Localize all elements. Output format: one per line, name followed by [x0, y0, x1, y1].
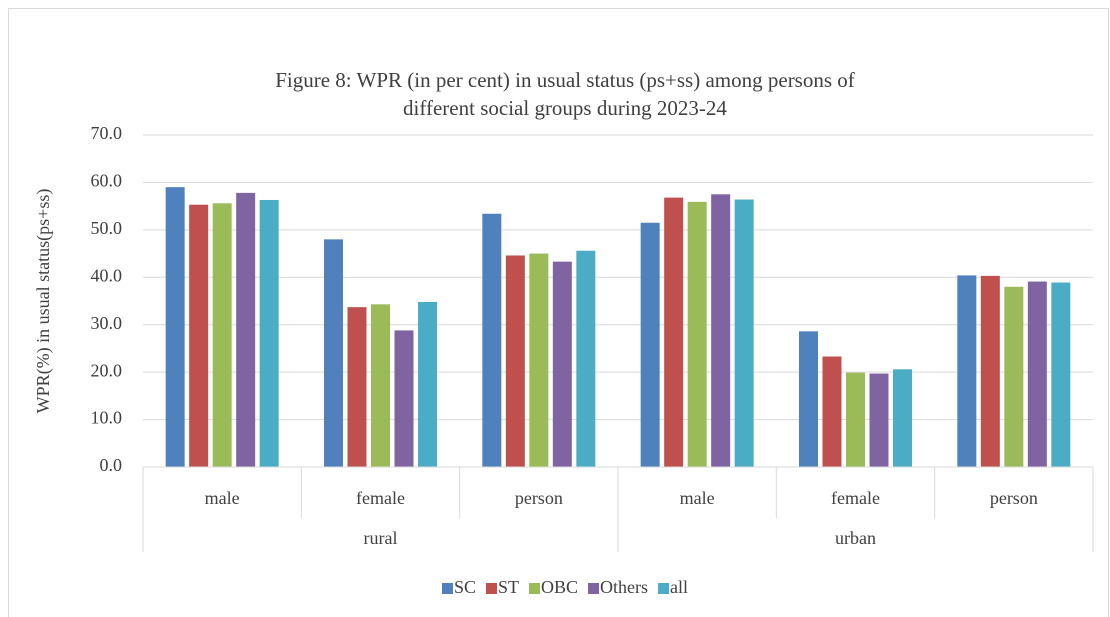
x-tick-label: male — [680, 488, 715, 508]
bar — [212, 203, 232, 467]
legend-label: OBC — [541, 577, 578, 597]
legend-swatch — [658, 583, 670, 594]
y-tick-label: 30.0 — [91, 313, 123, 333]
legend-label: ST — [498, 577, 519, 597]
bar — [869, 373, 889, 467]
legend-label: Others — [600, 577, 648, 597]
bar — [957, 275, 977, 467]
bar — [846, 372, 865, 467]
bar — [1004, 286, 1024, 467]
x-tick-label: person — [990, 488, 1038, 508]
bar — [822, 356, 842, 467]
legend-swatch — [486, 583, 497, 594]
bar — [640, 222, 660, 467]
bar — [236, 192, 256, 467]
legend-label: all — [670, 577, 688, 597]
bar — [687, 201, 707, 468]
bar — [505, 255, 525, 467]
bar — [980, 275, 1000, 467]
y-axis-title: WPR(%) in usual status(ps+ss) — [33, 189, 54, 414]
y-tick-label: 40.0 — [91, 265, 123, 285]
bar — [189, 204, 209, 467]
y-tick-label: 20.0 — [91, 360, 123, 380]
group-label: urban — [835, 528, 876, 548]
bar — [394, 330, 414, 467]
bar — [418, 301, 437, 467]
chart-title: different social groups during 2023-24 — [403, 96, 727, 120]
legend-label: SC — [454, 577, 476, 597]
bar — [347, 307, 367, 467]
legend-swatch — [529, 583, 541, 594]
x-tick-label: person — [515, 488, 563, 508]
bar — [529, 253, 549, 467]
bar — [324, 239, 343, 467]
legend-swatch — [441, 583, 453, 594]
bar — [1051, 282, 1071, 467]
bar — [711, 194, 731, 468]
group-label: rural — [364, 528, 398, 548]
bar — [552, 261, 572, 467]
bar — [165, 187, 185, 467]
bar — [799, 331, 818, 467]
bar — [259, 199, 279, 467]
chart-title: Figure 8: WPR (in per cent) in usual sta… — [275, 68, 855, 92]
y-tick-label: 0.0 — [100, 455, 123, 475]
y-tick-label: 70.0 — [91, 123, 123, 143]
y-tick-label: 60.0 — [91, 171, 123, 191]
x-tick-label: female — [831, 488, 880, 508]
y-tick-label: 50.0 — [91, 218, 123, 238]
y-tick-label: 10.0 — [91, 408, 123, 428]
bar — [576, 250, 596, 467]
bar — [664, 197, 684, 467]
bar — [734, 199, 754, 467]
bar — [893, 369, 912, 467]
legend-swatch — [588, 583, 600, 594]
bar — [1027, 281, 1047, 467]
bar — [482, 213, 502, 467]
x-tick-label: male — [205, 488, 240, 508]
bar — [371, 304, 390, 467]
x-tick-label: female — [356, 488, 405, 508]
